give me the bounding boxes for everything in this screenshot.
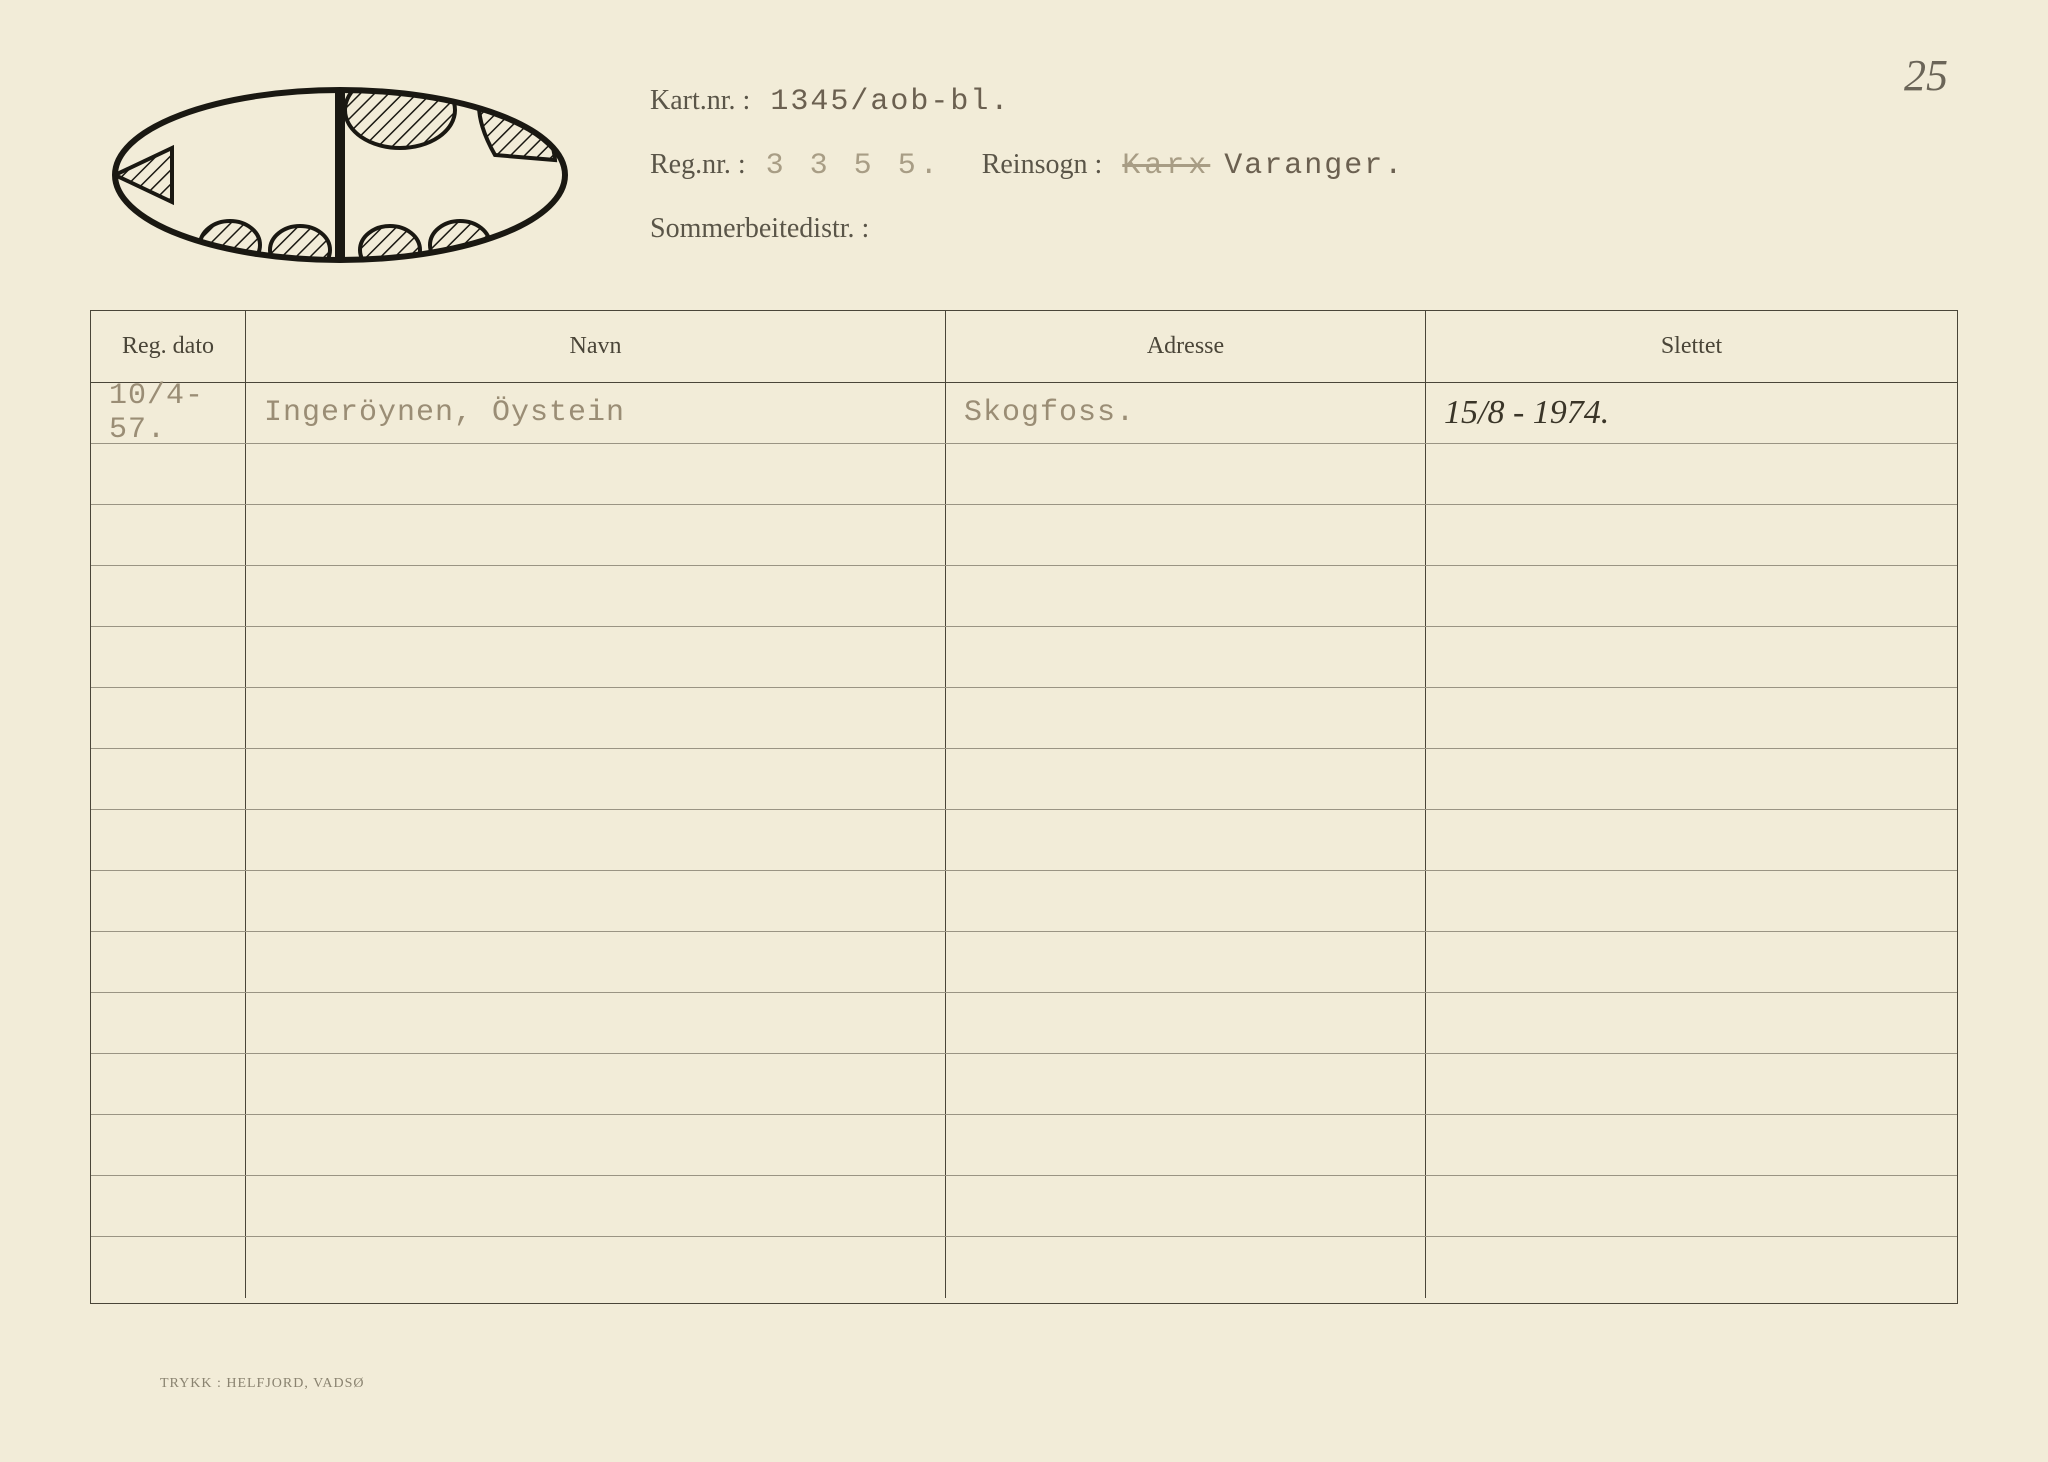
cell-dato bbox=[91, 688, 246, 748]
table-row bbox=[91, 566, 1957, 627]
table-row bbox=[91, 1237, 1957, 1298]
cell-slettet bbox=[1426, 1115, 1957, 1175]
kart-nr-value: 1345/aob-bl. bbox=[770, 85, 1010, 119]
cell-slettet bbox=[1426, 566, 1957, 626]
cell-slettet bbox=[1426, 871, 1957, 931]
cell-dato bbox=[91, 444, 246, 504]
cell-navn bbox=[246, 932, 946, 992]
cell-navn bbox=[246, 871, 946, 931]
cell-slettet: 15/8 - 1974. bbox=[1426, 383, 1957, 443]
cell-slettet bbox=[1426, 749, 1957, 809]
cell-navn bbox=[246, 444, 946, 504]
kart-nr-label: Kart.nr. : bbox=[650, 85, 750, 117]
cell-dato bbox=[91, 566, 246, 626]
cell-adresse bbox=[946, 1115, 1426, 1175]
cell-slettet bbox=[1426, 688, 1957, 748]
reinsogn-value: Varanger. bbox=[1224, 149, 1404, 183]
page-number: 25 bbox=[1904, 50, 1948, 101]
cell-dato: 10/4-57. bbox=[91, 383, 246, 443]
cell-adresse bbox=[946, 749, 1426, 809]
cell-adresse bbox=[946, 688, 1426, 748]
cell-slettet bbox=[1426, 444, 1957, 504]
cell-dato bbox=[91, 932, 246, 992]
cell-adresse: Skogfoss. bbox=[946, 383, 1426, 443]
cell-navn bbox=[246, 505, 946, 565]
cell-navn bbox=[246, 688, 946, 748]
cell-dato bbox=[91, 1115, 246, 1175]
cell-dato bbox=[91, 993, 246, 1053]
cell-dato bbox=[91, 749, 246, 809]
cell-adresse bbox=[946, 627, 1426, 687]
cell-slettet bbox=[1426, 810, 1957, 870]
cell-slettet bbox=[1426, 1237, 1957, 1298]
cell-slettet bbox=[1426, 932, 1957, 992]
cell-adresse bbox=[946, 505, 1426, 565]
col-header-slettet: Slettet bbox=[1426, 311, 1957, 382]
table-header: Reg. dato Navn Adresse Slettet bbox=[91, 311, 1957, 383]
cell-navn bbox=[246, 1237, 946, 1298]
col-header-dato: Reg. dato bbox=[91, 311, 246, 382]
cell-adresse bbox=[946, 566, 1426, 626]
table-row bbox=[91, 1115, 1957, 1176]
cell-adresse bbox=[946, 810, 1426, 870]
cell-dato bbox=[91, 1237, 246, 1298]
cell-adresse bbox=[946, 1176, 1426, 1236]
reinsogn-struck: Karx bbox=[1122, 149, 1210, 183]
cell-navn bbox=[246, 749, 946, 809]
cell-dato bbox=[91, 1054, 246, 1114]
header-fields: Kart.nr. : 1345/aob-bl. Reg.nr. : 3 3 5 … bbox=[610, 40, 1978, 290]
header-area: Kart.nr. : 1345/aob-bl. Reg.nr. : 3 3 5 … bbox=[70, 40, 1978, 290]
cell-slettet bbox=[1426, 1176, 1957, 1236]
cell-navn bbox=[246, 993, 946, 1053]
cell-navn: Ingeröynen, Öystein bbox=[246, 383, 946, 443]
cell-slettet bbox=[1426, 627, 1957, 687]
registration-table: Reg. dato Navn Adresse Slettet 10/4-57. … bbox=[90, 310, 1958, 1304]
sommer-label: Sommerbeitedistr. : bbox=[650, 213, 869, 245]
printer-footer: TRYKK : HELFJORD, VADSØ bbox=[160, 1376, 365, 1392]
col-header-adresse: Adresse bbox=[946, 311, 1426, 382]
table-row: 10/4-57. Ingeröynen, Öystein Skogfoss. 1… bbox=[91, 383, 1957, 444]
cell-slettet bbox=[1426, 505, 1957, 565]
cell-navn bbox=[246, 1054, 946, 1114]
col-header-navn: Navn bbox=[246, 311, 946, 382]
cell-dato bbox=[91, 627, 246, 687]
cell-slettet bbox=[1426, 1054, 1957, 1114]
table-row bbox=[91, 1176, 1957, 1237]
table-row bbox=[91, 932, 1957, 993]
cell-dato bbox=[91, 505, 246, 565]
table-row bbox=[91, 505, 1957, 566]
table-row bbox=[91, 444, 1957, 505]
table-row bbox=[91, 749, 1957, 810]
table-row bbox=[91, 993, 1957, 1054]
cell-navn bbox=[246, 810, 946, 870]
cell-adresse bbox=[946, 1237, 1426, 1298]
cell-navn bbox=[246, 1176, 946, 1236]
table-row bbox=[91, 1054, 1957, 1115]
cell-navn bbox=[246, 627, 946, 687]
reg-nr-value: 3 3 5 5. bbox=[766, 149, 942, 183]
reg-nr-label: Reg.nr. : bbox=[650, 149, 746, 181]
cell-dato bbox=[91, 1176, 246, 1236]
cell-dato bbox=[91, 871, 246, 931]
cell-slettet bbox=[1426, 993, 1957, 1053]
cell-navn bbox=[246, 566, 946, 626]
cell-dato bbox=[91, 810, 246, 870]
table-body: 10/4-57. Ingeröynen, Öystein Skogfoss. 1… bbox=[91, 383, 1957, 1303]
ear-mark-diagram bbox=[70, 40, 610, 290]
table-row bbox=[91, 627, 1957, 688]
cell-adresse bbox=[946, 444, 1426, 504]
cell-adresse bbox=[946, 1054, 1426, 1114]
table-row bbox=[91, 688, 1957, 749]
reinsogn-label: Reinsogn : bbox=[982, 149, 1103, 183]
cell-adresse bbox=[946, 932, 1426, 992]
table-row bbox=[91, 810, 1957, 871]
cell-adresse bbox=[946, 871, 1426, 931]
cell-adresse bbox=[946, 993, 1426, 1053]
table-row bbox=[91, 871, 1957, 932]
cell-navn bbox=[246, 1115, 946, 1175]
